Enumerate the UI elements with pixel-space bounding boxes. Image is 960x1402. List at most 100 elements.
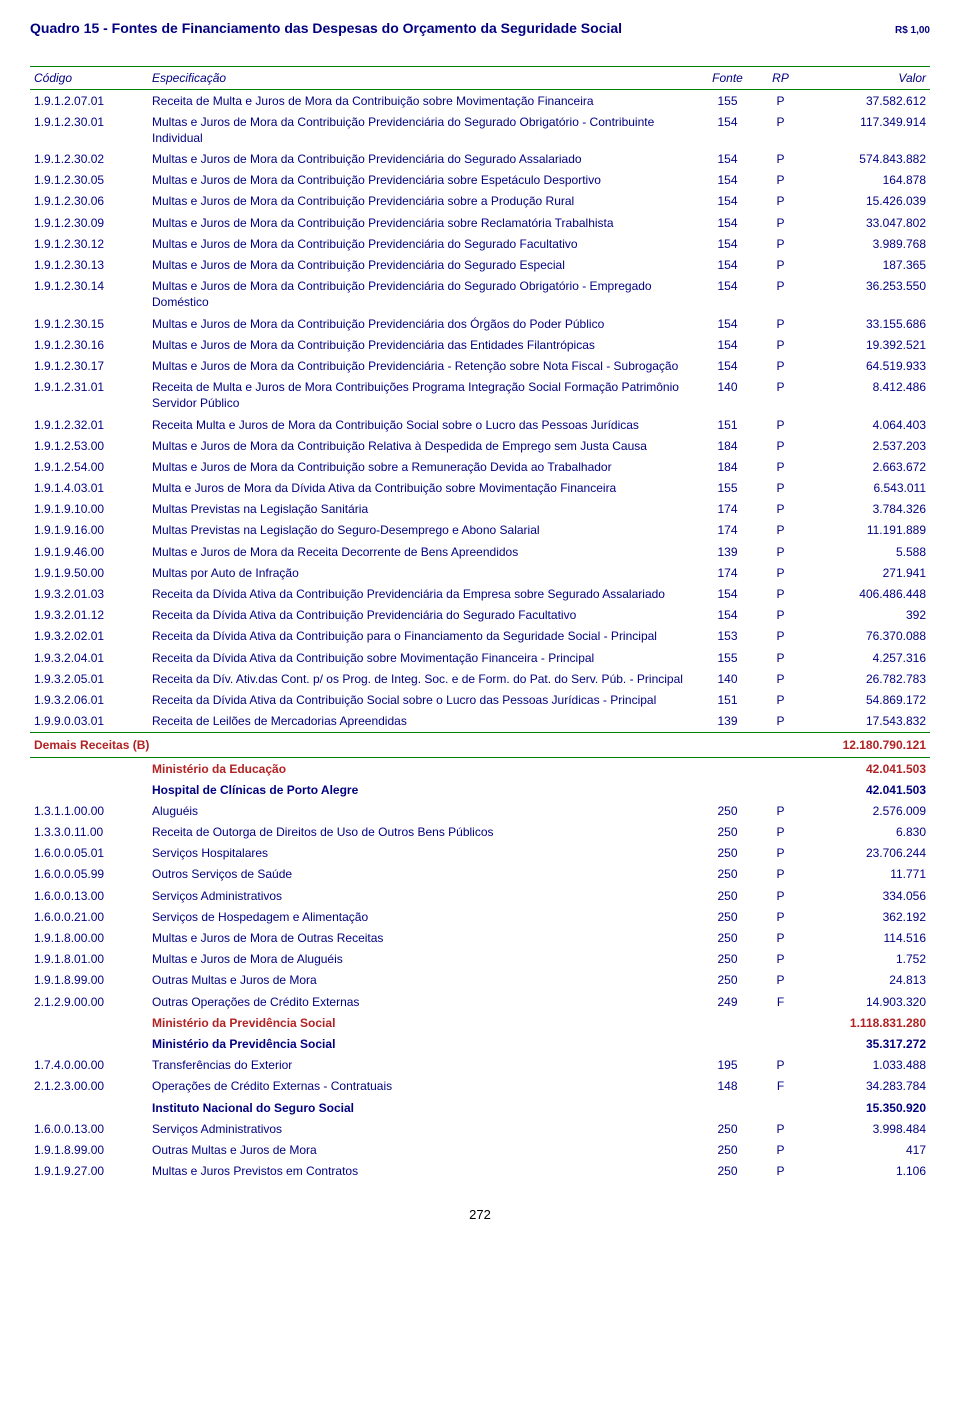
table-row: 1.6.0.0.21.00Serviços de Hospedagem e Al… [30, 906, 930, 927]
section-header: Hospital de Clínicas de Porto Alegre42.0… [30, 779, 930, 800]
cell-valor: 4.257.316 [802, 647, 930, 668]
cell-codigo [30, 1012, 148, 1033]
cell-codigo: 1.9.1.2.31.01 [30, 377, 148, 414]
cell-espec: Multas e Juros de Mora da Contribuição P… [148, 111, 696, 148]
cell-espec: Serviços Hospitalares [148, 843, 696, 864]
table-row: 1.9.3.2.01.03Receita da Dívida Ativa da … [30, 584, 930, 605]
cell-fonte: 250 [696, 843, 759, 864]
cell-fonte: 154 [696, 355, 759, 376]
cell-fonte: 154 [696, 605, 759, 626]
cell-espec: Receita de Outorga de Direitos de Uso de… [148, 822, 696, 843]
section-header-red: Ministério da Educação42.041.503 [30, 758, 930, 780]
cell-codigo: 1.9.1.2.30.02 [30, 149, 148, 170]
cell-codigo: 1.9.1.2.30.06 [30, 191, 148, 212]
cell-valor: 1.752 [802, 949, 930, 970]
table-row: 1.9.3.2.05.01Receita da Dív. Ativ.das Co… [30, 668, 930, 689]
cell-rp [759, 1033, 802, 1054]
cell-codigo: 1.7.4.0.00.00 [30, 1055, 148, 1076]
table-row: 1.9.1.2.32.01Receita Multa e Juros de Mo… [30, 414, 930, 435]
cell-valor: 42.041.503 [802, 758, 930, 780]
cell-rp: P [759, 626, 802, 647]
table-row: 1.9.1.8.01.00Multas e Juros de Mora de A… [30, 949, 930, 970]
cell-valor: 54.869.172 [802, 689, 930, 710]
cell-valor: 117.349.914 [802, 111, 930, 148]
cell-rp: P [759, 864, 802, 885]
header-valor: Valor [802, 67, 930, 90]
cell-valor: 6.830 [802, 822, 930, 843]
cell-fonte: 250 [696, 1161, 759, 1182]
cell-espec: Multas e Juros de Mora da Contribuição P… [148, 334, 696, 355]
cell-fonte: 154 [696, 313, 759, 334]
cell-espec: Multas Previstas na Legislação do Seguro… [148, 520, 696, 541]
cell-codigo: 1.9.1.8.99.00 [30, 970, 148, 991]
cell-valor: 187.365 [802, 255, 930, 276]
table-row: 1.9.1.2.30.12Multas e Juros de Mora da C… [30, 233, 930, 254]
cell-valor: 15.426.039 [802, 191, 930, 212]
cell-rp: P [759, 276, 802, 313]
cell-fonte: 174 [696, 562, 759, 583]
cell-codigo: 1.9.3.2.04.01 [30, 647, 148, 668]
cell-valor: 36.253.550 [802, 276, 930, 313]
cell-espec: Multas e Juros de Mora da Contribuição P… [148, 255, 696, 276]
cell-valor: 1.033.488 [802, 1055, 930, 1076]
table-row: 1.9.1.2.30.06Multas e Juros de Mora da C… [30, 191, 930, 212]
cell-codigo: 1.9.1.2.07.01 [30, 90, 148, 112]
table-row: 1.9.1.9.16.00Multas Previstas na Legisla… [30, 520, 930, 541]
demais-label: Demais Receitas (B) [30, 732, 802, 757]
cell-valor: 11.771 [802, 864, 930, 885]
cell-espec: Receita de Multa e Juros de Mora da Cont… [148, 90, 696, 112]
cell-codigo: 1.9.3.2.02.01 [30, 626, 148, 647]
cell-valor: 26.782.783 [802, 668, 930, 689]
cell-rp: P [759, 843, 802, 864]
cell-valor: 42.041.503 [802, 779, 930, 800]
cell-rp: P [759, 499, 802, 520]
cell-valor: 33.047.802 [802, 212, 930, 233]
cell-valor: 3.989.768 [802, 233, 930, 254]
cell-fonte: 250 [696, 906, 759, 927]
cell-rp [759, 1012, 802, 1033]
cell-espec: Transferências do Exterior [148, 1055, 696, 1076]
cell-rp: P [759, 414, 802, 435]
cell-valor: 334.056 [802, 885, 930, 906]
cell-valor: 1.118.831.280 [802, 1012, 930, 1033]
cell-espec: Multas e Juros de Mora da Contribuição P… [148, 149, 696, 170]
cell-rp: P [759, 1139, 802, 1160]
cell-rp: P [759, 90, 802, 112]
cell-codigo: 1.6.0.0.21.00 [30, 906, 148, 927]
cell-fonte: 174 [696, 520, 759, 541]
table-row: 1.9.1.2.30.02Multas e Juros de Mora da C… [30, 149, 930, 170]
cell-espec: Multas e Juros Previstos em Contratos [148, 1161, 696, 1182]
cell-espec: Multas e Juros de Mora da Contribuição P… [148, 313, 696, 334]
cell-espec: Multas e Juros de Mora da Contribuição s… [148, 456, 696, 477]
cell-codigo: 1.9.1.2.53.00 [30, 435, 148, 456]
cell-fonte: 174 [696, 499, 759, 520]
cell-valor: 5.588 [802, 541, 930, 562]
table-row: 1.9.1.8.99.00Outras Multas e Juros de Mo… [30, 1139, 930, 1160]
cell-codigo [30, 1097, 148, 1118]
cell-espec: Multas Previstas na Legislação Sanitária [148, 499, 696, 520]
table-row: 1.9.1.2.07.01Receita de Multa e Juros de… [30, 90, 930, 112]
table-row: 1.9.1.9.46.00Multas e Juros de Mora da R… [30, 541, 930, 562]
cell-codigo: 1.9.1.2.30.14 [30, 276, 148, 313]
demais-valor: 12.180.790.121 [802, 732, 930, 757]
cell-rp: P [759, 928, 802, 949]
cell-codigo: 1.9.1.2.30.09 [30, 212, 148, 233]
cell-valor: 24.813 [802, 970, 930, 991]
cell-espec: Multas e Juros de Mora da Contribuição P… [148, 191, 696, 212]
cell-valor: 17.543.832 [802, 711, 930, 733]
cell-rp: P [759, 1118, 802, 1139]
cell-valor: 64.519.933 [802, 355, 930, 376]
cell-codigo: 1.6.0.0.13.00 [30, 885, 148, 906]
cell-rp [759, 758, 802, 780]
page-title: Quadro 15 - Fontes de Financiamento das … [30, 20, 622, 36]
table-row: 1.9.9.0.03.01Receita de Leilões de Merca… [30, 711, 930, 733]
cell-codigo: 1.9.1.2.30.17 [30, 355, 148, 376]
cell-fonte: 148 [696, 1076, 759, 1097]
table-row: 1.9.1.2.30.14Multas e Juros de Mora da C… [30, 276, 930, 313]
cell-fonte: 250 [696, 928, 759, 949]
section-header: Instituto Nacional do Seguro Social15.35… [30, 1097, 930, 1118]
cell-fonte [696, 758, 759, 780]
cell-codigo: 1.9.1.8.99.00 [30, 1139, 148, 1160]
cell-fonte: 140 [696, 377, 759, 414]
table-row: 1.6.0.0.13.00Serviços Administrativos250… [30, 1118, 930, 1139]
